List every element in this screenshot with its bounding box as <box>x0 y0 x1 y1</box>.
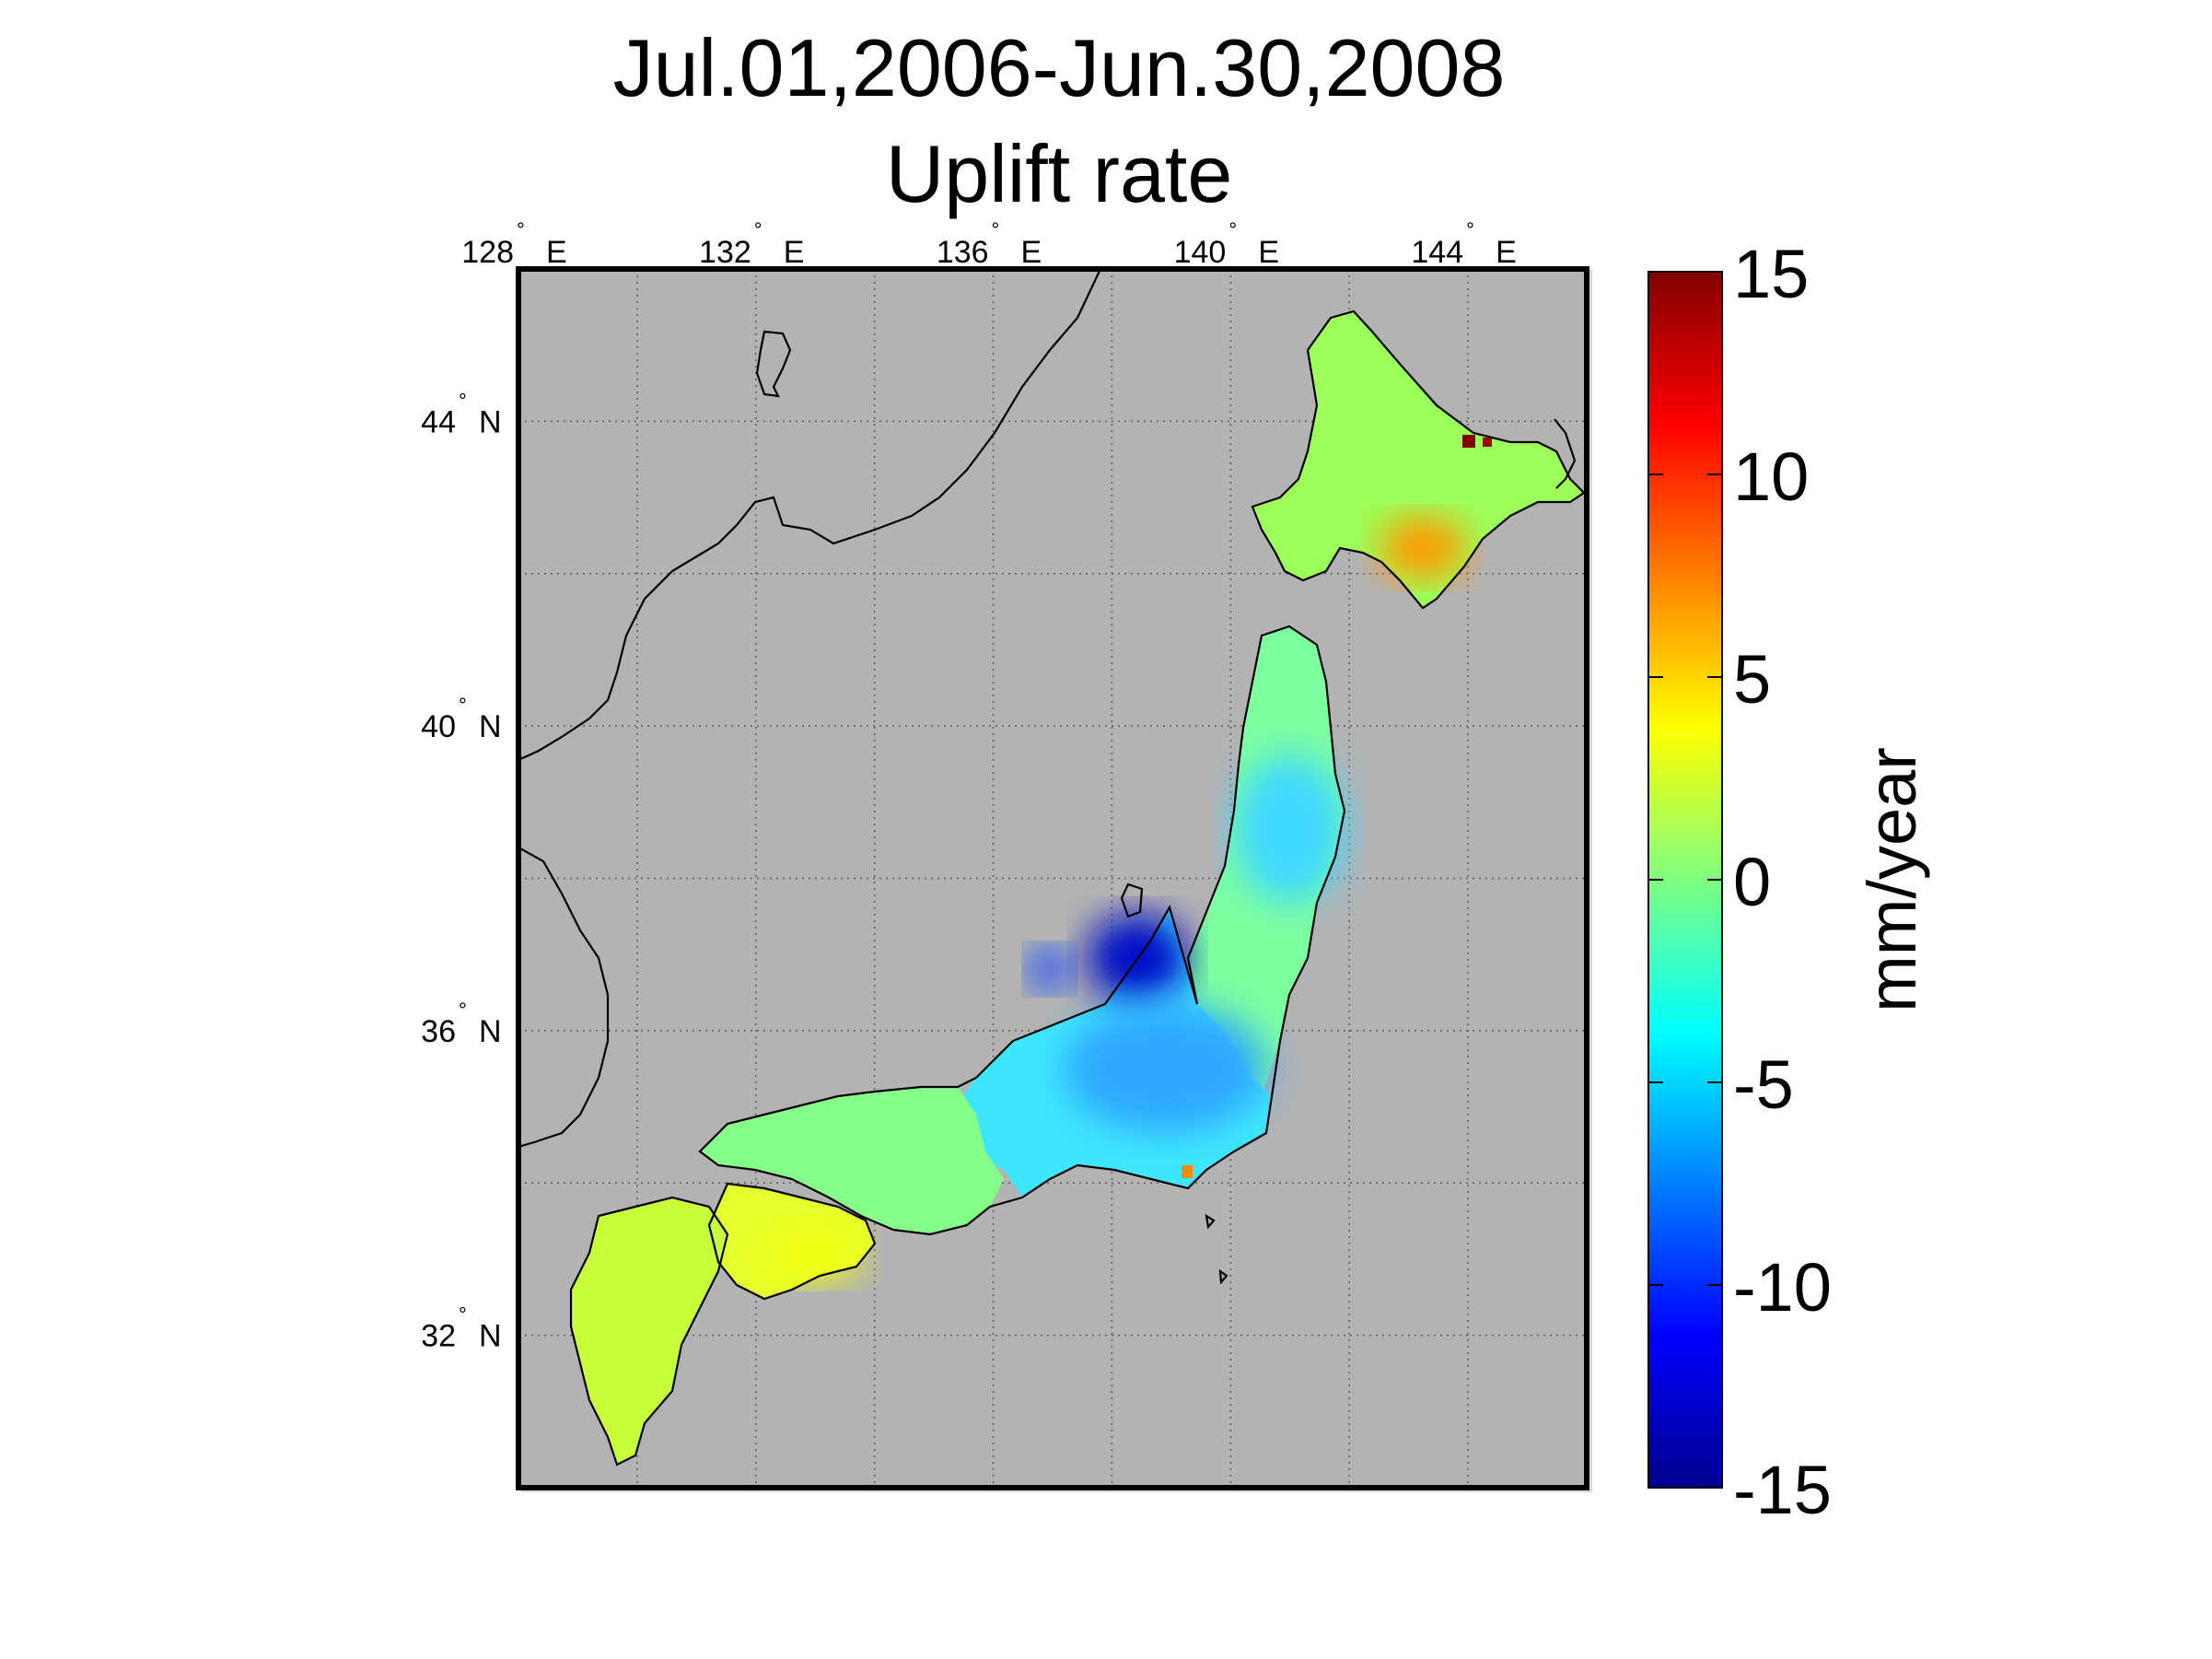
lon-tick-suffix: E <box>1258 235 1279 270</box>
colorbar-tick-label: -10 <box>1733 1249 1832 1326</box>
coast-kyushu <box>569 1196 729 1466</box>
degree-symbol: ° <box>459 999 467 1022</box>
colorbar-tick-label: 0 <box>1733 844 1771 920</box>
degree-symbol: ° <box>992 218 1000 241</box>
lon-tick-suffix: E <box>784 235 805 270</box>
colorbar-tick-label: -15 <box>1733 1452 1832 1528</box>
colorbar-tick-label: 10 <box>1733 438 1809 515</box>
lon-tick-value: 136 <box>937 235 989 270</box>
lon-tick-value: 140 <box>1174 235 1227 270</box>
coast-hokkaido <box>1251 310 1586 610</box>
colorbar-tick-label: 5 <box>1733 641 1771 718</box>
lon-tick-suffix: E <box>1021 235 1042 270</box>
uplift-field <box>571 311 1584 1465</box>
coastlines <box>518 269 1586 1466</box>
lon-tick-suffix: E <box>1496 235 1517 270</box>
anomaly-boso <box>1182 1165 1193 1178</box>
lat-tick-suffix: N <box>479 1014 502 1049</box>
coast-korea <box>518 847 610 1149</box>
anomaly-hokkaido-se <box>1379 517 1467 579</box>
lon-tick-suffix: E <box>546 235 567 270</box>
anomaly-hokkaido-ne-2 <box>1483 438 1492 447</box>
coast-asia-mainland <box>518 269 1101 762</box>
coast-sakhalin <box>1554 418 1577 489</box>
coast-honshu <box>698 625 1346 1236</box>
lon-tick-label: 144° E <box>1411 218 1516 270</box>
degree-symbol: ° <box>517 218 525 241</box>
coast-island-rebun <box>755 330 792 398</box>
title-line-2: Uplift rate <box>885 128 1233 219</box>
lat-tick-suffix: N <box>479 709 502 744</box>
degree-symbol: ° <box>1228 218 1237 241</box>
anomaly-tohoku-east <box>1234 755 1345 903</box>
longitude-labels: 128°E 132°E 136°E 140°E 144°E <box>461 218 1517 270</box>
coast-shikoku <box>707 1182 877 1301</box>
title-line-1: Jul.01,2006-Jun.30,2008 <box>612 22 1506 113</box>
lat-tick-label: 44° N <box>421 389 501 439</box>
degree-symbol: ° <box>459 1303 467 1326</box>
lon-tick-value: 132 <box>699 235 751 270</box>
degree-symbol: ° <box>459 694 467 717</box>
lon-tick-value: 128 <box>461 235 514 270</box>
lat-tick-label: 36° N <box>421 999 501 1049</box>
degree-symbol: ° <box>754 218 763 241</box>
lat-tick-suffix: N <box>479 1319 502 1354</box>
lat-tick-label: 32° N <box>421 1303 501 1354</box>
latitude-labels: 44°N40°N36°N32°N <box>421 389 501 1353</box>
colorbar-label: mm/year <box>1854 747 1930 1012</box>
coast-izu-islands <box>1205 1213 1228 1285</box>
map-content <box>518 269 1587 1488</box>
lat-tick-value: 40 <box>421 709 456 744</box>
anomaly-kanto <box>1064 1004 1266 1133</box>
anomaly-hokkaido-ne <box>1462 435 1475 448</box>
degree-symbol: ° <box>459 389 467 412</box>
map-frame <box>516 266 1589 1490</box>
lat-tick-value: 44 <box>421 404 456 439</box>
hokkaido-land <box>1252 311 1584 608</box>
lat-tick-suffix: N <box>479 404 502 439</box>
colorbar: 15 10 5 0 -5 -10 -15 mm/year <box>1647 236 1930 1528</box>
anomaly-shikoku-south <box>760 1225 861 1280</box>
colorbar-tick-label: -5 <box>1733 1046 1794 1123</box>
anomaly-noto <box>1030 949 1070 989</box>
lon-tick-label: 140° E <box>1174 218 1279 270</box>
lat-tick-label: 40° N <box>421 694 501 744</box>
west-honshu-land <box>700 1087 1004 1234</box>
lat-tick-value: 32 <box>421 1319 456 1354</box>
lat-tick-value: 36 <box>421 1014 456 1049</box>
lon-tick-label: 136° E <box>937 218 1042 270</box>
colorbar-ticks: 15 10 5 0 -5 -10 -15 <box>1648 236 1832 1528</box>
degree-symbol: ° <box>1466 218 1474 241</box>
lon-tick-label: 132° E <box>699 218 804 270</box>
coast-sado <box>1120 882 1144 918</box>
lon-tick-value: 144 <box>1411 235 1463 270</box>
kyushu-land <box>571 1198 728 1465</box>
lon-tick-label: 128° E <box>461 218 566 270</box>
colorbar-tick-label: 15 <box>1733 236 1809 312</box>
